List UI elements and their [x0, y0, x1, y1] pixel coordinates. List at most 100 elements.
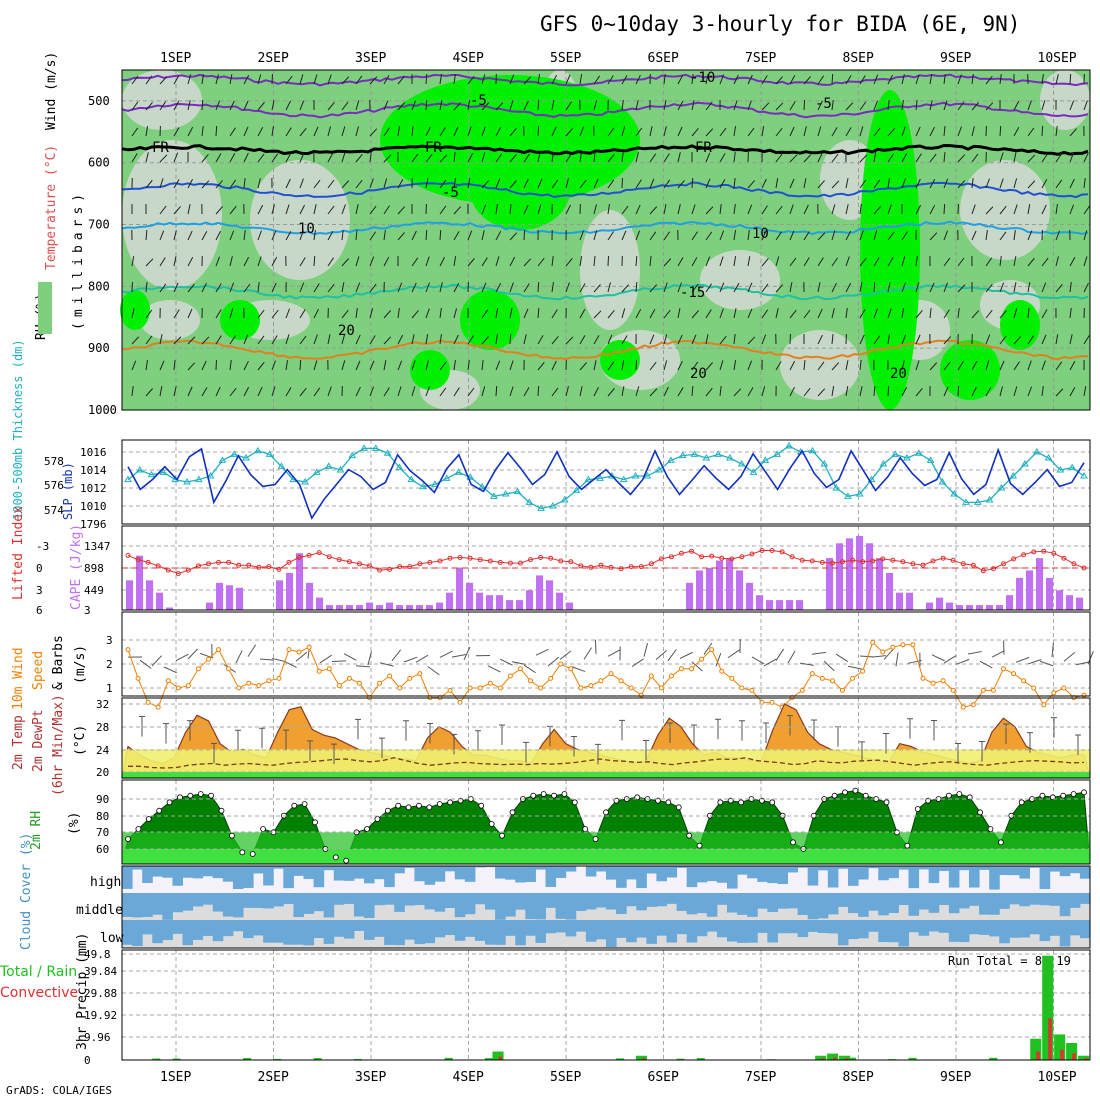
wind-barb [831, 180, 840, 189]
cloud-cover-cell [545, 866, 557, 887]
wind10-marker [1011, 671, 1017, 677]
wind-barb [803, 387, 811, 397]
cloud-cover-cell [303, 893, 315, 914]
wind10-barb [451, 654, 466, 658]
wind-barb [229, 335, 236, 345]
cloud-cover-cell [555, 920, 567, 933]
rh2m-marker [478, 802, 485, 809]
wind-barb [817, 334, 823, 345]
wind-barb [383, 230, 386, 241]
wind-barb [971, 310, 980, 319]
cape-bar [906, 592, 914, 610]
rh2m-marker [987, 826, 994, 832]
wind-barb [579, 362, 588, 371]
precip-bar [989, 1057, 998, 1060]
wind-barb [383, 360, 387, 371]
wind-barb [215, 100, 221, 111]
contour-label: -5 [470, 93, 487, 109]
contour-label: FR [425, 140, 442, 156]
wind-barb [621, 386, 625, 397]
thickness-marker [124, 475, 132, 483]
wind-barb [313, 126, 319, 137]
wind-barb [383, 75, 390, 85]
rh2m-marker [229, 832, 235, 839]
wind10-barb [679, 651, 693, 659]
wind-barb [201, 387, 208, 397]
wind-barb [663, 179, 671, 189]
cloud-cover-cell [273, 893, 284, 907]
wind-barb [397, 126, 400, 137]
wind-barb [159, 334, 163, 345]
wind-barb [131, 308, 135, 319]
wind-barb [327, 283, 335, 293]
wind10-marker [517, 666, 523, 672]
wind-barb [1083, 335, 1090, 345]
wind10-barb [331, 660, 347, 663]
date-tick-top: 4SEP [453, 51, 484, 66]
wind-barb [425, 334, 429, 345]
lifted-marker [558, 558, 564, 564]
wind10-barb [607, 649, 621, 657]
cape-bar [796, 600, 804, 610]
wind-barb [565, 74, 571, 85]
rh2m-marker [384, 807, 391, 814]
wind-barb [887, 74, 893, 85]
cloud-cover-cell [969, 866, 980, 888]
thickness-marker [832, 484, 841, 491]
thickness-marker [985, 496, 994, 503]
rh2m-marker [405, 804, 412, 811]
wind-barb [887, 334, 890, 345]
cloud-cover-cell [222, 866, 234, 882]
rh2m-marker [862, 792, 869, 799]
wind-barb [439, 100, 443, 111]
wind-barb [677, 180, 685, 189]
rh2m-band-low [122, 849, 1090, 864]
cloud-cover-cell [706, 920, 718, 932]
wind10-marker [618, 678, 624, 684]
wind10-marker [206, 656, 212, 662]
wind-barb [551, 256, 554, 267]
lifted-marker [678, 550, 684, 556]
wind10-marker [628, 685, 634, 691]
contour-label: 10 [752, 226, 769, 242]
lifted-marker [588, 564, 594, 570]
wind10-line [127, 641, 1085, 708]
wind-barb [271, 282, 277, 293]
cape-bar [936, 597, 944, 610]
wind-barb [1055, 283, 1063, 293]
wind-barb [747, 308, 753, 319]
wind-barb [565, 153, 572, 163]
wind-barb [775, 153, 783, 163]
wind-barb [915, 310, 923, 319]
wind-barb [747, 100, 752, 111]
cloud-cover-cell [394, 893, 405, 912]
cloud-cover-cell [747, 920, 758, 943]
wind-barb [663, 360, 668, 371]
wind-barb [425, 73, 428, 85]
wind-barb [705, 74, 709, 85]
date-tick-bottom: 2SEP [258, 1070, 289, 1085]
cape-bar [866, 543, 874, 610]
wind-barb [971, 230, 977, 241]
cape-bar [376, 605, 384, 610]
wind-barb [383, 205, 390, 215]
wind-barb [943, 100, 948, 111]
wind-barb [705, 178, 711, 189]
wind-barb [173, 100, 180, 111]
lifted-marker [880, 556, 886, 562]
cloud-cover-cell [1069, 920, 1081, 936]
wind-barb [817, 388, 826, 397]
thickness-marker [430, 480, 439, 487]
wind-barb [467, 230, 473, 241]
thickness-marker [183, 478, 191, 485]
thickness-marker [1009, 472, 1018, 479]
wind10-barb [1051, 643, 1054, 658]
wind-barb [1069, 257, 1076, 267]
rh2m-marker [145, 816, 152, 822]
wind-barb [411, 386, 416, 397]
lifted-marker [548, 555, 554, 561]
wind-barb [215, 125, 218, 137]
wind-barb [565, 101, 572, 111]
cape-bar [1026, 570, 1034, 610]
wind10-marker [940, 678, 946, 684]
